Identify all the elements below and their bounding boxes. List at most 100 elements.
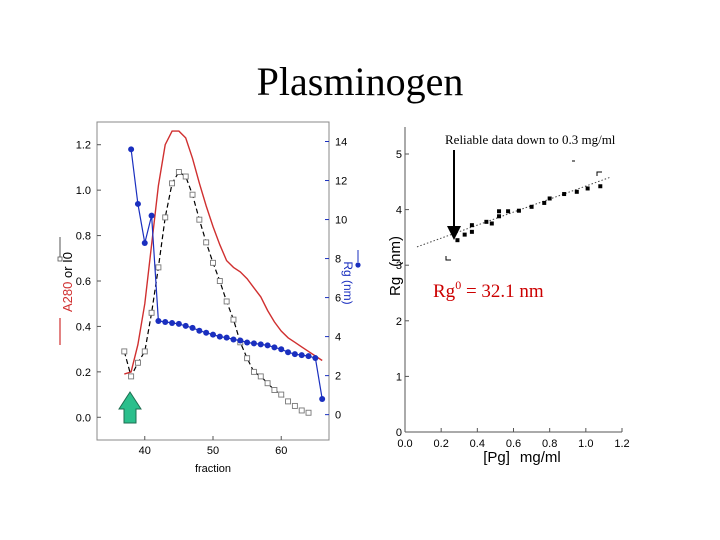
series-i0-point (278, 391, 285, 398)
series-rg-point (216, 333, 223, 340)
scatter-stray-mark-3 (445, 256, 451, 261)
series-rg-point (182, 322, 189, 329)
series-rg-point (264, 342, 271, 349)
series-i0-point (175, 169, 182, 175)
series-rg-point (148, 212, 155, 219)
scatter-points-group (455, 184, 603, 243)
right-y-tick-label: 14 (335, 137, 347, 149)
scatter-y-axis-label: Rg (nm) (387, 236, 404, 296)
series-i0-point (230, 316, 237, 323)
left-x-axis-label: fraction (195, 463, 231, 475)
scatter-point (497, 214, 502, 219)
series-a280-line (124, 130, 323, 375)
scatter-y-label-unit: (nm) (387, 236, 404, 267)
series-rg-point (169, 319, 176, 326)
scatter-y-ticks: 0 1 2 3 4 5 (396, 149, 409, 439)
left-y-tick-label: 0.0 (76, 412, 91, 424)
scatter-x-axis-label: [Pg] mg/ml (483, 449, 561, 466)
series-rg-point (291, 351, 298, 358)
series-i0-point (244, 355, 251, 362)
left-x-tick-label: 40 (139, 445, 151, 457)
left-y-label-or: or (60, 263, 75, 282)
series-i0-point (264, 380, 271, 387)
series-rg-point (141, 239, 148, 246)
scatter-point (542, 200, 547, 205)
series-i0-point (196, 216, 203, 223)
scatter-point (574, 189, 579, 194)
rg0-superscript: 0 (455, 278, 461, 292)
scatter-point (585, 186, 590, 191)
series-i0-line (123, 171, 309, 414)
scatter-x-label-unit: mg/ml (520, 449, 561, 466)
rg0-value: = 32.1 nm (461, 281, 544, 302)
series-i0-point (250, 368, 257, 375)
series-i0-point (141, 348, 148, 355)
series-i0-point (291, 402, 298, 409)
series-rg-point (305, 353, 312, 360)
right-y-axis-label: Rg (nm) (341, 261, 355, 304)
left-plot-frame (96, 121, 330, 441)
scatter-x-tick-label: 0.2 (434, 438, 449, 450)
series-rg-point (155, 317, 162, 324)
left-x-tick-label: 50 (207, 445, 219, 457)
series-rg-point (312, 355, 319, 362)
series-i0-point (257, 373, 264, 380)
series-i0-point (128, 373, 135, 380)
left-y-tick-label: 1.0 (76, 185, 91, 197)
scatter-point (469, 223, 474, 228)
scatter-x-tick-label: 0.8 (542, 438, 557, 450)
series-i0-point (121, 348, 128, 355)
arrow-up-icon (118, 391, 142, 424)
rg0-label: Rg (433, 281, 456, 302)
scatter-point (529, 204, 534, 209)
scatter-x-tick-label: 0.4 (470, 438, 485, 450)
left-y-label-a280: A280 (60, 282, 75, 312)
scatter-fit-group (416, 176, 611, 248)
series-i0-point (271, 387, 278, 393)
series-i0-point (162, 214, 169, 221)
scatter-x-label-pg: [Pg] (483, 449, 510, 466)
series-rg-point (223, 334, 230, 341)
scatter-point (598, 184, 603, 189)
series-i0-point (305, 409, 312, 416)
series-rg-point (162, 318, 169, 325)
annotation-arrow-head (447, 226, 461, 240)
scatter-y-tick-label: 1 (396, 371, 402, 383)
scatter-fit-line (416, 176, 611, 248)
scatter-y-label-rg: Rg (387, 277, 404, 296)
series-rg-point (244, 339, 251, 346)
left-x-ticks: 40 50 60 (139, 436, 287, 457)
left-x-tick-label: 60 (275, 445, 287, 457)
series-rg-line (130, 149, 323, 400)
left-y-tick-label: 1.2 (76, 140, 91, 152)
series-i0-point (169, 180, 176, 187)
series-rg-point (257, 341, 264, 348)
series-i0-point (189, 191, 196, 198)
legend-rg-marker (355, 262, 361, 268)
scatter-point (484, 219, 489, 224)
series-rg-point (285, 349, 292, 356)
right-y-tick-label: 8 (335, 254, 341, 266)
scatter-x-tick-label: 0.6 (506, 438, 521, 450)
series-rg-point (237, 337, 244, 344)
scatter-point (469, 229, 474, 234)
series-i0-point (223, 298, 230, 305)
series-i0-point (134, 359, 141, 366)
scatter-point (462, 232, 467, 237)
right-y-tick-label: 6 (335, 293, 341, 305)
series-rg-point (250, 340, 257, 347)
scatter-y-tick-label: 5 (396, 149, 402, 161)
right-y-tick-label: 2 (335, 371, 341, 383)
series-rg-point (271, 344, 278, 351)
scatter-y-tick-label: 0 (396, 427, 402, 439)
scatter-point (562, 192, 567, 197)
legend-i0-marker (57, 256, 63, 262)
series-i0-point (148, 309, 155, 316)
scatter-x-ticks: 0.0 0.2 0.4 0.6 0.8 1.0 1.2 (397, 428, 630, 450)
right-y-tick-label: 12 (335, 176, 347, 188)
series-rg-point (203, 329, 210, 336)
scatter-point (455, 238, 460, 243)
left-y-tick-label: 0.2 (76, 367, 91, 379)
series-rg-point (189, 324, 196, 331)
